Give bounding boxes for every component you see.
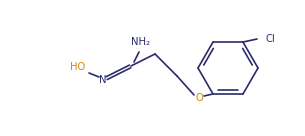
Text: Cl: Cl xyxy=(265,34,275,44)
Text: N: N xyxy=(99,75,107,85)
Text: HO: HO xyxy=(70,62,86,72)
Text: NH₂: NH₂ xyxy=(131,37,150,47)
Text: O: O xyxy=(195,93,203,103)
